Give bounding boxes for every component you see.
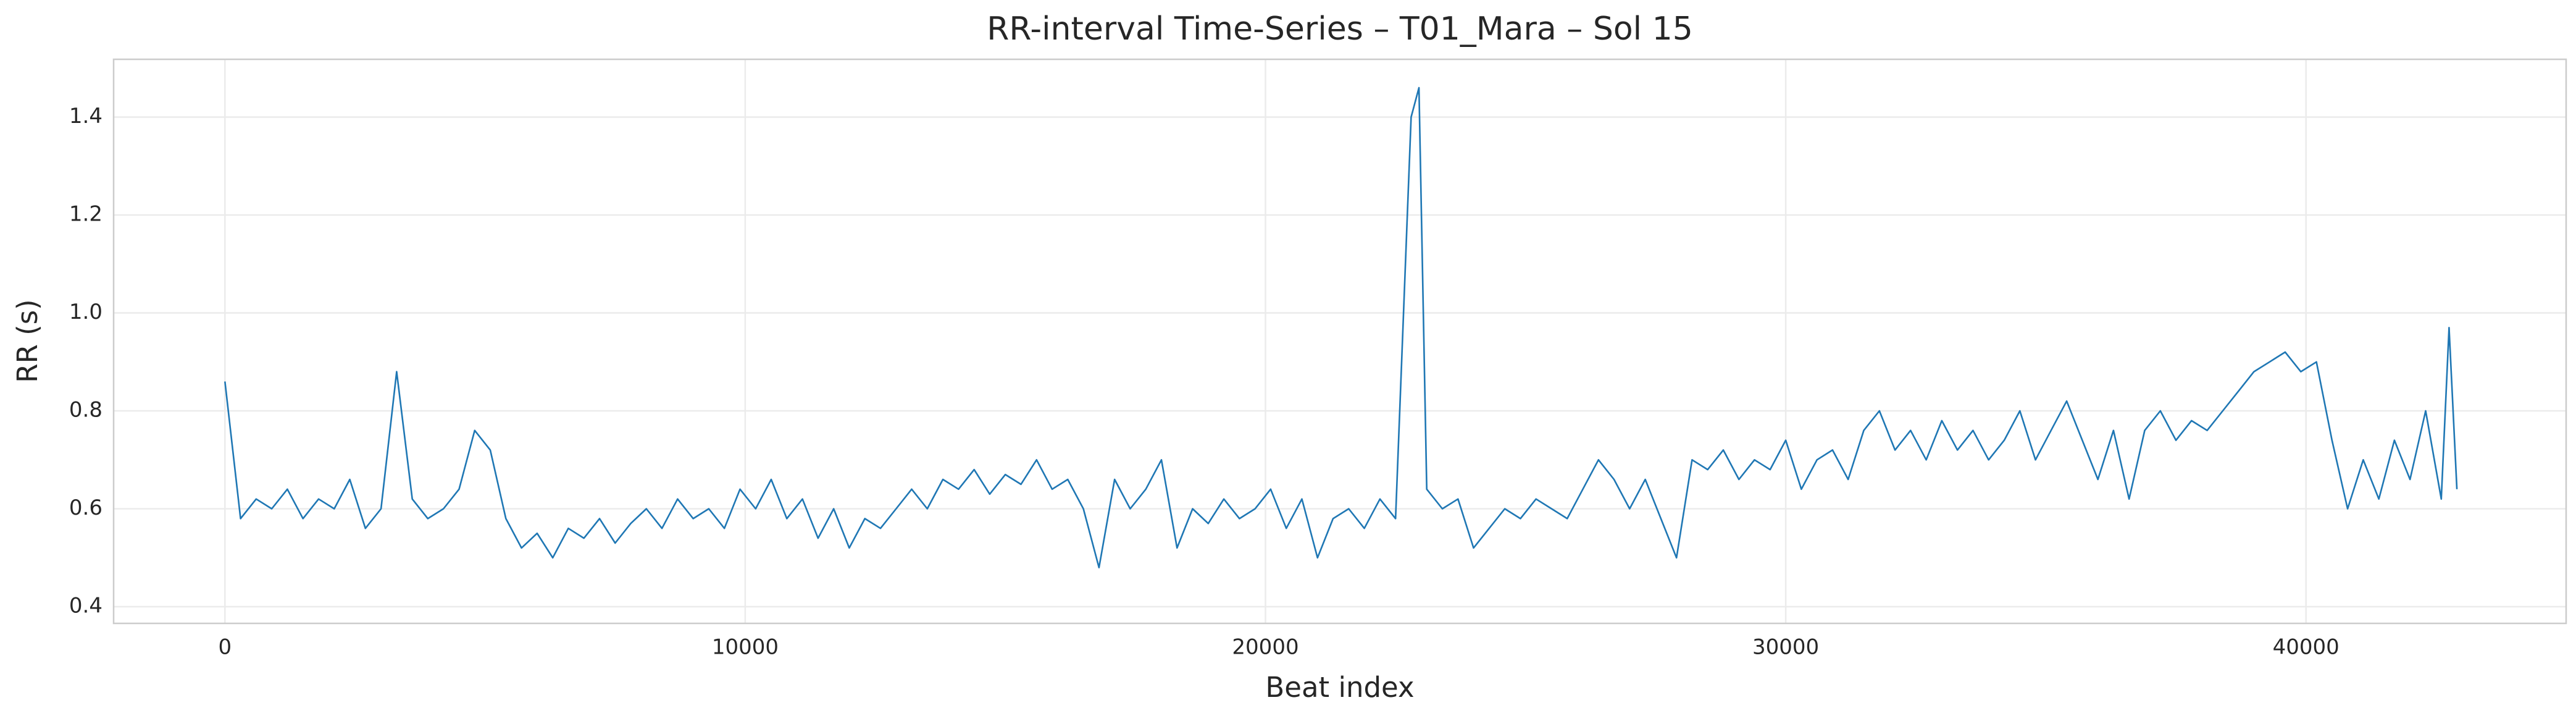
y-tick-label: 0.4 — [69, 594, 102, 618]
chart-title: RR-interval Time-Series – T01_Mara – Sol… — [987, 11, 1693, 48]
data-line — [224, 86, 2458, 568]
y-tick-label: 0.6 — [69, 495, 102, 520]
y-axis-label: RR (s) — [11, 299, 44, 382]
x-tick-label: 0 — [218, 635, 232, 660]
x-tick-label: 40000 — [2273, 635, 2340, 660]
y-tick-label: 0.8 — [69, 398, 102, 423]
x-tick-label: 10000 — [712, 635, 779, 660]
x-tick-label: 20000 — [1232, 635, 1298, 660]
y-tick-label: 1.4 — [69, 104, 102, 129]
x-tick-label: 30000 — [1752, 635, 1819, 660]
y-tick-label: 1.0 — [69, 300, 102, 324]
x-axis-label: Beat index — [1265, 671, 1414, 704]
y-tick-label: 1.2 — [69, 202, 102, 227]
plot-frame — [112, 58, 2567, 625]
